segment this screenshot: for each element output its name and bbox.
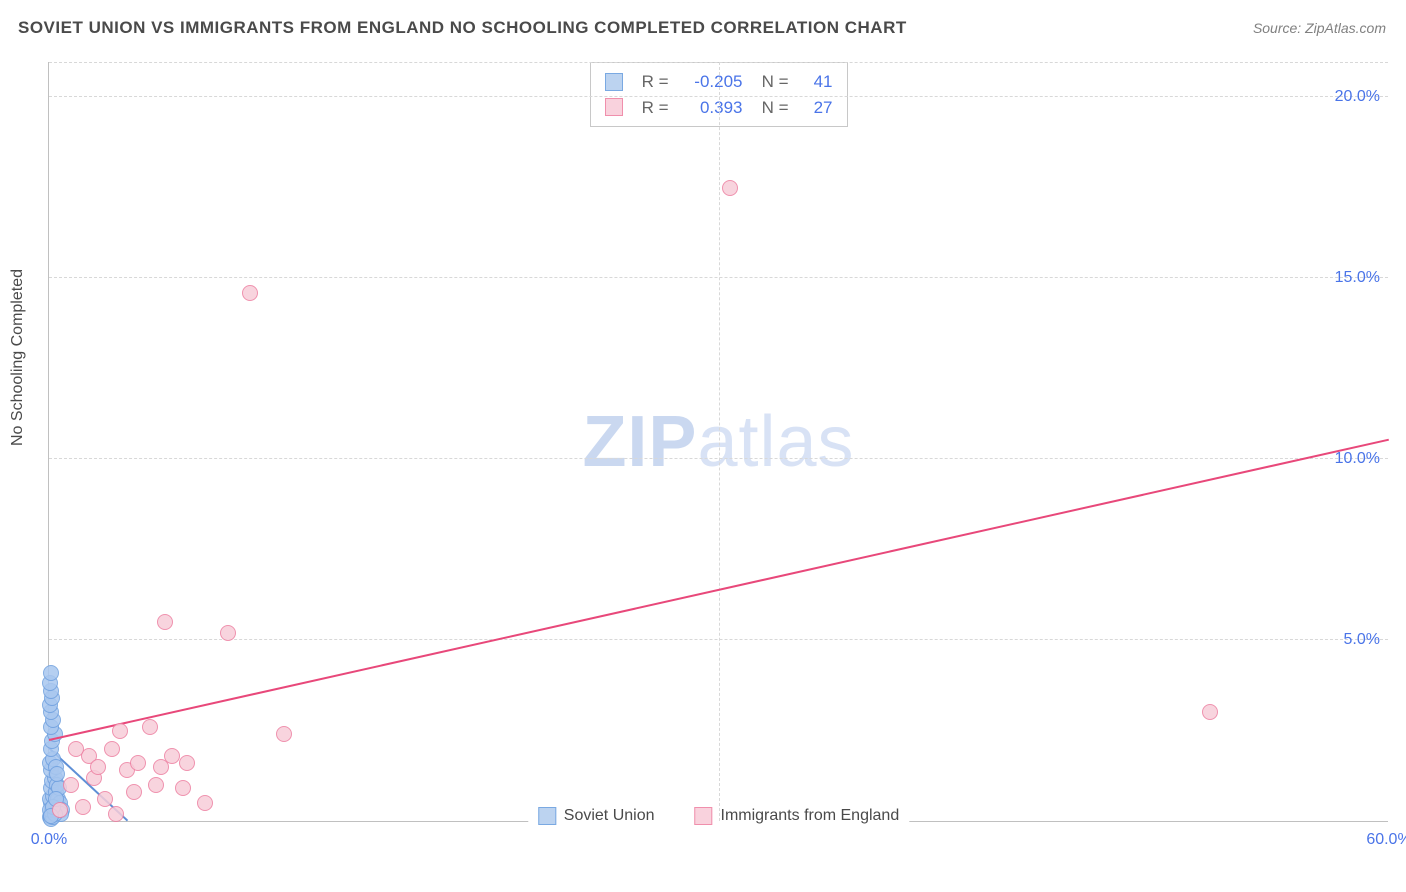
- legend-label: Immigrants from England: [720, 807, 899, 825]
- legend-swatch: [694, 807, 712, 825]
- x-tick-label: 60.0%: [1366, 831, 1406, 849]
- stat-n-label: N =: [753, 95, 789, 121]
- data-point: [97, 791, 113, 807]
- data-point: [108, 806, 124, 822]
- y-tick-label: 15.0%: [1335, 269, 1380, 287]
- data-point: [142, 719, 158, 735]
- data-point: [148, 777, 164, 793]
- data-point: [164, 748, 180, 764]
- chart-title: SOVIET UNION VS IMMIGRANTS FROM ENGLAND …: [18, 18, 907, 38]
- y-tick-label: 5.0%: [1344, 631, 1380, 649]
- x-tick-label: 0.0%: [31, 831, 67, 849]
- data-point: [242, 285, 258, 301]
- data-point: [197, 795, 213, 811]
- data-point: [75, 799, 91, 815]
- stat-n-label: N =: [753, 69, 789, 95]
- data-point: [43, 665, 59, 681]
- y-tick-label: 20.0%: [1335, 88, 1380, 106]
- chart-container: SOVIET UNION VS IMMIGRANTS FROM ENGLAND …: [0, 0, 1406, 892]
- vgrid-line: [719, 62, 720, 821]
- stat-r-label: R =: [633, 69, 669, 95]
- stat-r-value: -0.205: [679, 69, 743, 95]
- data-point: [179, 755, 195, 771]
- data-point: [220, 625, 236, 641]
- data-point: [130, 755, 146, 771]
- data-point: [157, 614, 173, 630]
- data-point: [49, 766, 65, 782]
- chart-source: Source: ZipAtlas.com: [1253, 20, 1386, 36]
- legend-item: Soviet Union: [538, 807, 655, 825]
- watermark-light: atlas: [697, 402, 854, 482]
- legend-swatch: [538, 807, 556, 825]
- data-point: [126, 784, 142, 800]
- stat-n-value: 41: [799, 69, 833, 95]
- stat-n-value: 27: [799, 95, 833, 121]
- data-point: [52, 802, 68, 818]
- data-point: [276, 726, 292, 742]
- data-point: [722, 180, 738, 196]
- y-axis-label: No Schooling Completed: [9, 269, 27, 446]
- data-point: [1202, 704, 1218, 720]
- data-point: [112, 723, 128, 739]
- legend-item: Immigrants from England: [694, 807, 899, 825]
- data-point: [104, 741, 120, 757]
- y-tick-label: 10.0%: [1335, 450, 1380, 468]
- data-point: [175, 780, 191, 796]
- data-point: [68, 741, 84, 757]
- data-point: [63, 777, 79, 793]
- legend-swatch: [605, 98, 623, 116]
- watermark-strong: ZIP: [582, 402, 697, 482]
- plot-area: ZIPatlas R = -0.205 N = 41 R = 0.393 N = 27 Sov…: [48, 62, 1388, 822]
- legend-swatch: [605, 73, 623, 91]
- stat-r-value: 0.393: [679, 95, 743, 121]
- data-point: [90, 759, 106, 775]
- legend-label: Soviet Union: [564, 807, 655, 825]
- stat-r-label: R =: [633, 95, 669, 121]
